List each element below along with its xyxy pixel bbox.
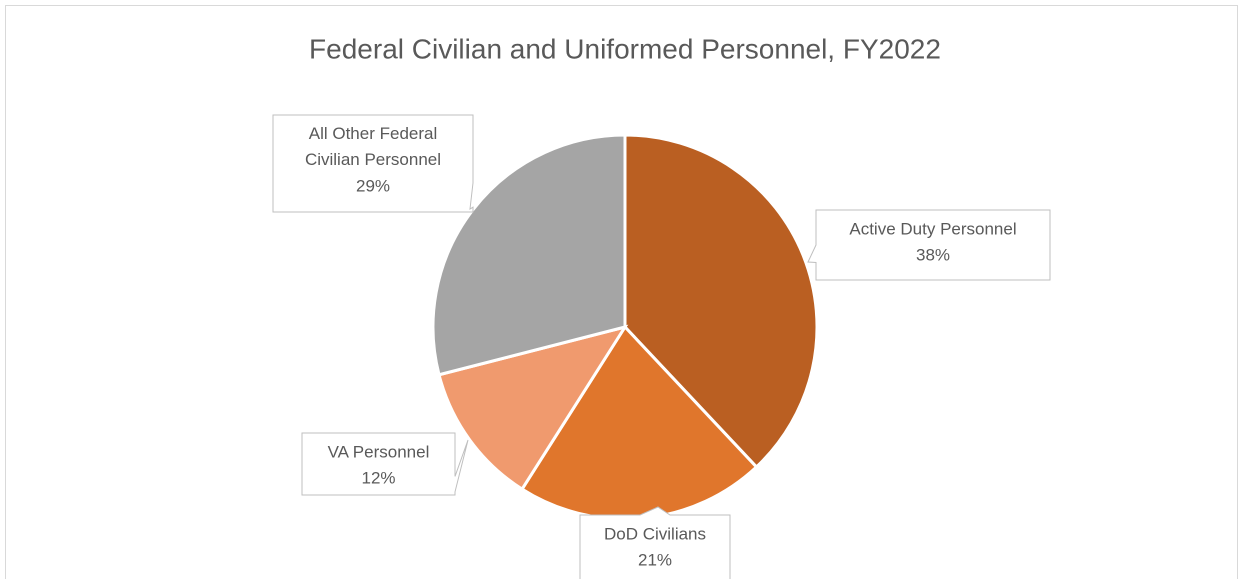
callout-box bbox=[301, 432, 469, 496]
pie-slice bbox=[623, 133, 819, 470]
slice-label: VA Personnel bbox=[328, 442, 430, 461]
slice-value-label: 29% bbox=[356, 176, 390, 195]
slice-value-label: 12% bbox=[361, 468, 395, 487]
callout-box bbox=[579, 506, 731, 579]
callout-box bbox=[272, 114, 474, 213]
slice-label: All Other Federal Civilian Personnel bbox=[305, 124, 441, 169]
callout-box bbox=[807, 209, 1051, 281]
slice-value-label: 38% bbox=[916, 245, 950, 264]
slice-label: DoD Civilians bbox=[604, 524, 706, 543]
chart-title: Federal Civilian and Uniformed Personnel… bbox=[309, 33, 941, 64]
pie-slice bbox=[437, 324, 629, 492]
slice-value-label: 21% bbox=[638, 550, 672, 569]
chart-frame bbox=[5, 5, 1238, 579]
slice-label: Active Duty Personnel bbox=[849, 219, 1016, 238]
